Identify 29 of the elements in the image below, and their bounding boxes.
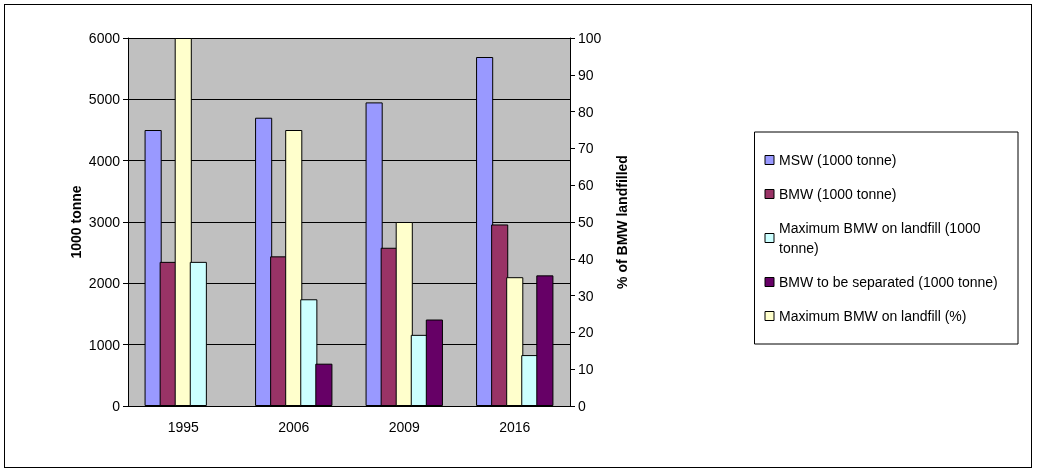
legend-label: MSW (1000 tonne) bbox=[779, 152, 897, 168]
y-tick-label: 6000 bbox=[88, 30, 121, 46]
y-tick-label: 3000 bbox=[88, 214, 121, 230]
y2-tick-label: 50 bbox=[578, 214, 594, 230]
y2-tick-label: 60 bbox=[578, 177, 594, 194]
y2-tick-label: 80 bbox=[578, 103, 594, 120]
legend-label: BMW to be separated (1000 tonne) bbox=[779, 274, 998, 290]
legend-label: Maximum BMW on landfill (1000 tonne) bbox=[779, 220, 985, 256]
legend-label: Maximum BMW on landfill (%) bbox=[779, 308, 967, 324]
y2-tick-label: 40 bbox=[578, 250, 594, 267]
y-axis-title: 1000 tonne bbox=[68, 185, 84, 259]
y-tick-label: 1000 bbox=[88, 336, 121, 353]
y2-tick-label: 30 bbox=[578, 287, 594, 304]
y-tick-label: 2000 bbox=[88, 275, 121, 292]
legend-label: BMW (1000 tonne) bbox=[779, 186, 897, 202]
y2-tick-label: 10 bbox=[578, 361, 594, 378]
y2-tick-label: 100 bbox=[578, 30, 602, 46]
y2-tick-label: 70 bbox=[578, 140, 594, 157]
y2-axis-title: % of BMW landfilled bbox=[614, 155, 630, 289]
x-tick-label: 2016 bbox=[499, 419, 531, 435]
y2-tick-label: 90 bbox=[578, 66, 594, 83]
x-tick-label: 2009 bbox=[388, 419, 421, 435]
y2-tick-label: 20 bbox=[578, 324, 594, 341]
y2-tick-label: 0 bbox=[578, 398, 586, 414]
y-tick-label: 5000 bbox=[88, 91, 121, 108]
y-tick-label: 4000 bbox=[88, 152, 121, 169]
x-tick-label: 1995 bbox=[167, 419, 200, 435]
y-tick-label: 0 bbox=[112, 398, 121, 414]
x-tick-label: 2006 bbox=[278, 419, 310, 435]
